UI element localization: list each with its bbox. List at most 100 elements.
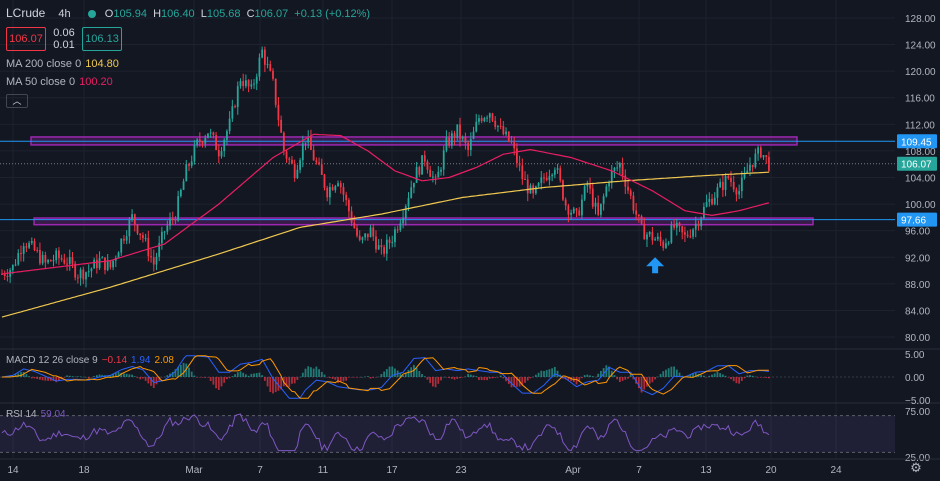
candle-body (6, 275, 9, 277)
price-label-text: 97.66 (901, 216, 926, 227)
candle-body (347, 199, 350, 212)
candle-body (768, 156, 770, 171)
candle-body (104, 257, 106, 271)
macd-hist-bar (196, 377, 199, 378)
macd-hist-bar (188, 367, 190, 377)
macd-hist-bar (41, 377, 44, 381)
candlesticks (1, 46, 770, 288)
macd-hist-bar (461, 377, 464, 378)
macd-hist-bar (150, 377, 152, 386)
candle-body (30, 241, 33, 244)
candle-body (670, 224, 673, 243)
macd-hist-bar (578, 377, 581, 382)
macd-hist-bar (380, 373, 383, 377)
candle-body (36, 249, 39, 251)
price-axis[interactable]: 128.00 124.00 120.00 116.00 112.00 108.00 104.… (897, 14, 937, 464)
candle-body (757, 147, 759, 154)
candle-body (410, 187, 413, 198)
horizontal-lines[interactable] (0, 140, 895, 221)
price-tick-label: 112.00 (905, 120, 935, 131)
market-status-icon (87, 10, 96, 19)
candle-body (320, 164, 323, 175)
candle-body (55, 250, 58, 261)
candle-body (369, 227, 372, 238)
candle-body (361, 237, 364, 240)
candle-body (594, 202, 597, 207)
candle-body (280, 119, 283, 133)
macd-hist-bar (329, 377, 331, 379)
macd-hist-bar (502, 377, 505, 379)
macd-hist-bar (429, 377, 432, 384)
macd-hist-bar (613, 375, 616, 377)
price-tick-label: 92.00 (905, 253, 930, 264)
candle-body (25, 246, 28, 248)
ma50-legend[interactable]: MA 50 close 0 100.20 (6, 76, 113, 88)
candle-body (537, 183, 540, 187)
chevron-up-icon[interactable]: ︿ (6, 94, 28, 108)
timeframe[interactable]: 4h (58, 8, 71, 20)
candle-body (155, 256, 158, 265)
ma200-legend[interactable]: MA 200 close 0 104.80 (6, 58, 119, 70)
rsi-legend[interactable]: RSI 14 59.04 (6, 409, 66, 420)
candle-body (66, 263, 68, 265)
candle-body (686, 234, 689, 237)
macd-hist-bar (177, 367, 180, 377)
candle-body (721, 181, 724, 190)
macd-hist-bar (594, 376, 597, 378)
candle-body (421, 155, 423, 175)
candle-body (318, 162, 320, 165)
macd-hist-bar (125, 373, 128, 377)
macd-hist-bar (347, 377, 350, 378)
sell-button[interactable]: 106.07 (6, 27, 46, 51)
candle-body (150, 256, 152, 258)
buy-button[interactable]: 106.13 (82, 27, 122, 51)
candle-body (575, 208, 578, 211)
time-tick-label: 20 (765, 465, 777, 476)
macd-hist-bar (90, 377, 93, 378)
candle-body (762, 155, 765, 158)
macd-hist-bar (732, 377, 735, 382)
candle-body (673, 224, 675, 228)
candle-body (700, 217, 703, 227)
macd-hist-bar (727, 377, 730, 378)
macd-hist-bar (740, 377, 743, 381)
candle-body (147, 238, 150, 257)
time-axis[interactable]: 14 18 Mar 7 11 17 23 Apr 7 13 20 24 (0, 458, 940, 476)
symbol-name[interactable]: LCrude (6, 6, 46, 20)
macd-hist-bar (426, 377, 429, 380)
candle-body (637, 214, 640, 217)
macd-hist-bar (242, 372, 245, 377)
macd-hist-bar (665, 369, 667, 377)
macd-hist-bar (440, 377, 442, 381)
macd-legend[interactable]: MACD 12 26 close 9 −0.14 1.94 2.08 (6, 355, 174, 366)
candle-body (68, 257, 71, 264)
macd-hist-bar (277, 377, 280, 391)
macd-hist-bar (377, 376, 380, 378)
price-tick-label: 124.00 (905, 41, 936, 52)
macd-signal-value: 2.08 (154, 355, 174, 366)
macd-hist-bar (263, 377, 266, 381)
grid (0, 0, 895, 458)
up-arrow-annotation[interactable] (646, 257, 665, 274)
price-label-text: 106.07 (901, 160, 932, 171)
candle-body (142, 235, 144, 239)
macd-hist-bar (375, 377, 377, 378)
macd-hist-bar (735, 377, 738, 384)
macd-hist-bar (591, 376, 594, 377)
gear-icon[interactable]: ⚙ (910, 460, 922, 475)
candle-body (250, 84, 253, 87)
macd-hist-bar (524, 377, 526, 383)
macd-hist-bar (708, 375, 711, 377)
macd-hist-bar (209, 377, 212, 382)
candle-body (242, 81, 245, 87)
macd-hist-bar (250, 373, 253, 377)
zone-rect (33, 217, 814, 226)
time-tick-label: 23 (455, 465, 467, 476)
macd-hist-bar (71, 376, 74, 377)
macd-hist-bar (342, 377, 345, 382)
macd-hist-bar (659, 373, 662, 377)
macd-hist-bar (475, 376, 478, 377)
macd-hist-bar (231, 376, 234, 377)
macd-hist-bar (366, 376, 369, 377)
